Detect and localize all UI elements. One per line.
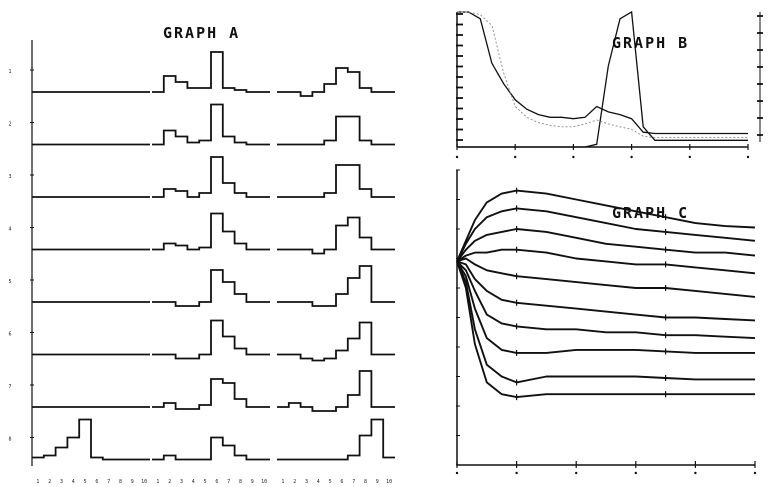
graph-a-panel-2-row-4-trace <box>152 212 270 251</box>
graph-a-x-tick-label: 6 <box>215 479 218 485</box>
graph-a-x-tick-label: 6 <box>95 479 98 485</box>
graph-b-series-2-line <box>457 10 748 148</box>
graph-a-y-tick-label-1: 1 <box>8 69 11 75</box>
graph-a-x-tick-label: 9 <box>131 479 134 485</box>
graph-a-panel-3-row-4-trace <box>277 216 395 255</box>
graph-a-panel-3-row-1-trace <box>277 67 395 97</box>
graph-c-series-9-line <box>456 261 755 384</box>
graph-a-x-tick-label: 2 <box>293 479 296 485</box>
graph-a-x-tick-label: 2 <box>168 479 171 485</box>
graph-a-x-tick-label: 1 <box>36 479 39 485</box>
graph-a-x-tick-label: 7 <box>227 479 230 485</box>
graph-c-x-tick-dot <box>634 471 637 475</box>
graph-b-series-3-line <box>457 11 748 139</box>
graph-a-y-tick-label-5: 5 <box>8 279 11 285</box>
graph-b-x-tick-dot <box>746 155 750 159</box>
graph-b-x-tick-dot <box>572 155 575 159</box>
graph-a-x-tick-label: 5 <box>84 479 87 485</box>
graph-a-x-tick-label: 9 <box>251 479 254 485</box>
graph-c-series-6-line <box>456 260 756 322</box>
graph-b-x-tick-dot <box>455 155 459 159</box>
graph-b-title: GRAPH B <box>612 34 689 52</box>
graph-a-panel-1-row-8-trace <box>32 418 150 461</box>
graph-a-panel-2-row-7-trace <box>152 378 270 410</box>
graph-c-x-tick-dot <box>753 471 757 475</box>
graph-a-x-tick-label: 7 <box>107 479 110 485</box>
graph-a-panel-3-row-7-trace <box>277 370 395 412</box>
graph-a-x-tick-label: 3 <box>180 479 183 485</box>
graph-c-series-2-line <box>456 207 756 262</box>
graph-b-x-tick-dot <box>688 155 691 159</box>
graph-c-series-10-line <box>456 261 755 399</box>
graph-a-panel-2-row-6-trace <box>152 319 270 360</box>
graph-a-x-tick-label: 6 <box>340 479 343 485</box>
graph-a-x-tick-label: 10 <box>141 479 147 485</box>
graph-a-x-tick-label: 3 <box>305 479 308 485</box>
graph-c <box>455 169 757 475</box>
graph-c-series-5-line <box>456 257 756 298</box>
graph-a-y-tick-label-8: 8 <box>8 437 11 443</box>
graph-a-panel-2-row-3-trace <box>152 156 270 198</box>
graph-a-x-tick-label: 2 <box>48 479 51 485</box>
graph-a-x-tick-label: 10 <box>261 479 267 485</box>
graph-a-y-tick-label-7: 7 <box>8 384 11 390</box>
graph-a-x-tick-label: 1 <box>156 479 159 485</box>
graph-a-y-tick-label-2: 2 <box>8 122 11 128</box>
graph-a-panel-3-row-2-trace <box>277 115 395 146</box>
graph-c-series-3-line <box>456 228 756 262</box>
graph-a-y-tick-label-6: 6 <box>8 332 11 338</box>
graph-a-y-tick-label-3: 3 <box>8 174 11 180</box>
graph-a-panel-3-row-8-trace <box>277 418 395 461</box>
graph-c-x-tick-dot <box>455 471 459 475</box>
graph-a-panel-2-row-1-trace <box>152 51 270 93</box>
graph-c-x-tick-dot <box>515 471 518 475</box>
graph-a: 1 2 3 4 5 6 7 8 1 2 3 4 5 6 7 8 9 10 1 2 3 4 5 6 7 8 9 10 1 2 3 4 5 6 7 8 9 1… <box>8 40 395 485</box>
graph-c-series-7-line <box>456 260 756 340</box>
graph-a-x-tick-label: 8 <box>364 479 367 485</box>
graph-c-x-tick-dot <box>694 471 697 475</box>
graph-b-x-tick-dot <box>514 155 517 159</box>
graph-b-x-tick-dot <box>630 155 633 159</box>
graph-a-panel-2-row-5-trace <box>152 269 270 307</box>
graph-a-y-tick-label-4: 4 <box>8 227 11 233</box>
graph-a-x-tick-label: 8 <box>239 479 242 485</box>
graph-a-x-tick-label: 8 <box>119 479 122 485</box>
graph-a-x-tick-label: 1 <box>281 479 284 485</box>
graph-b-series-1-line <box>457 11 748 135</box>
graph-c-x-tick-dot <box>575 471 578 475</box>
graph-a-x-tick-label: 4 <box>317 479 320 485</box>
graph-a-x-tick-label: 4 <box>192 479 195 485</box>
graph-a-title: GRAPH A <box>163 24 240 42</box>
graph-a-panel-3-row-5-trace <box>277 265 395 307</box>
graph-a-x-tick-label: 5 <box>204 479 207 485</box>
graph-a-x-tick-label: 9 <box>376 479 379 485</box>
graph-a-panel-2-row-2-trace <box>152 103 270 146</box>
graph-a-x-tick-label: 7 <box>352 479 355 485</box>
graph-b <box>455 10 763 159</box>
graph-a-panel-3-row-6-trace <box>277 321 395 362</box>
graph-c-series-1-line <box>456 189 756 262</box>
graph-a-panel-2-row-8-trace <box>152 436 270 461</box>
graph-a-x-tick-label: 3 <box>60 479 63 485</box>
graph-c-series-4-line <box>456 248 756 275</box>
graph-a-x-tick-label: 4 <box>72 479 75 485</box>
graph-a-x-tick-label: 10 <box>386 479 392 485</box>
graph-a-panel-3-row-3-trace <box>277 164 395 198</box>
graph-a-x-tick-label: 5 <box>329 479 332 485</box>
graph-c-series-8-line <box>456 260 755 354</box>
